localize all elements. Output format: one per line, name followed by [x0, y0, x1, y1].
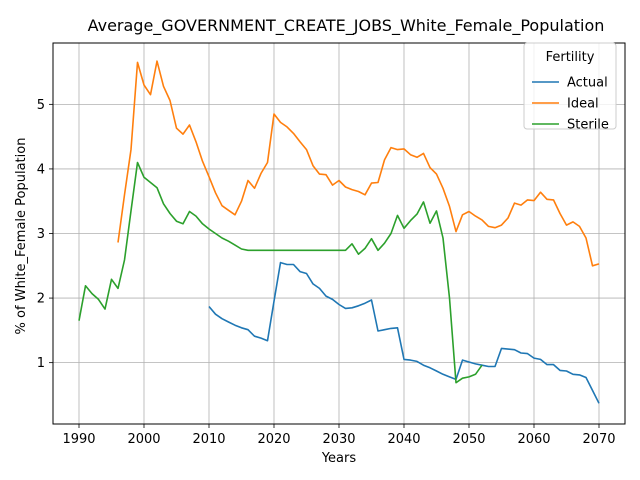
y-tick-label: 1 — [37, 356, 45, 371]
x-tick-label: 1990 — [62, 432, 95, 447]
x-tick-label: 2000 — [127, 432, 160, 447]
y-tick-label: 3 — [37, 227, 45, 242]
y-tick-label: 5 — [37, 98, 45, 113]
x-tick-label: 2060 — [517, 432, 550, 447]
series-line-ideal — [117, 60, 600, 267]
chart-title: Average_GOVERNMENT_CREATE_JOBS_White_Fem… — [88, 16, 605, 36]
x-axis-ticks: 1990 2000 2010 2020 2030 2040 2050 2060 2070 — [62, 424, 616, 447]
y-axis-ticks: 1 2 3 4 5 — [37, 98, 53, 371]
x-tick-label: 2040 — [387, 432, 420, 447]
legend-title: Fertility — [546, 50, 595, 65]
x-tick-label: 2070 — [582, 432, 615, 447]
x-tick-label: 2020 — [257, 432, 290, 447]
y-tick-label: 4 — [37, 162, 45, 177]
y-axis-label: % of White_Female Population — [14, 138, 29, 335]
legend-label-ideal: Ideal — [567, 97, 599, 112]
legend-box — [523, 42, 617, 130]
legend: Fertility Actual Ideal Sterile — [523, 42, 617, 133]
x-tick-label: 2050 — [452, 432, 485, 447]
series-line-sterile — [78, 161, 483, 384]
series-lines — [78, 60, 600, 404]
legend-label-actual: Actual — [567, 76, 608, 91]
series-line-actual — [208, 261, 600, 404]
y-tick-label: 2 — [37, 292, 45, 307]
legend-label-sterile: Sterile — [567, 118, 609, 133]
x-tick-label: 2030 — [322, 432, 355, 447]
x-tick-label: 2010 — [192, 432, 225, 447]
x-axis-label: Years — [321, 451, 357, 466]
legend-entries: Actual Ideal Sterile — [532, 76, 609, 133]
